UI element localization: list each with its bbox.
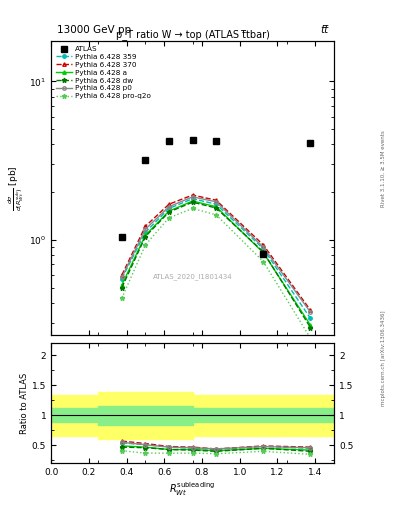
Pythia 6.428 pro-q2o <box>308 335 313 341</box>
Pythia 6.428 p0 <box>308 309 313 315</box>
Pythia 6.428 dw <box>308 325 313 331</box>
Pythia 6.428 359 <box>167 205 171 211</box>
Text: Rivet 3.1.10, ≥ 3.5M events: Rivet 3.1.10, ≥ 3.5M events <box>381 131 386 207</box>
ATLAS <box>167 138 171 144</box>
Pythia 6.428 370 <box>261 242 266 248</box>
Pythia 6.428 p0 <box>119 274 124 281</box>
Pythia 6.428 pro-q2o <box>167 215 171 221</box>
Y-axis label: Ratio to ATLAS: Ratio to ATLAS <box>20 373 29 434</box>
Pythia 6.428 dw <box>190 199 195 205</box>
Pythia 6.428 370 <box>119 272 124 278</box>
Pythia 6.428 359 <box>190 196 195 202</box>
Pythia 6.428 370 <box>143 223 148 229</box>
Pythia 6.428 p0 <box>167 204 171 210</box>
Pythia 6.428 pro-q2o <box>143 242 148 248</box>
Line: Pythia 6.428 p0: Pythia 6.428 p0 <box>120 195 312 314</box>
ATLAS <box>143 157 148 163</box>
Pythia 6.428 dw <box>167 209 171 215</box>
Pythia 6.428 p0 <box>190 194 195 200</box>
Pythia 6.428 359 <box>143 229 148 235</box>
Pythia 6.428 pro-q2o <box>261 259 266 265</box>
ATLAS <box>308 140 313 146</box>
Pythia 6.428 359 <box>308 315 313 322</box>
ATLAS <box>190 137 195 143</box>
Text: ATLAS_2020_I1801434: ATLAS_2020_I1801434 <box>153 273 232 280</box>
Pythia 6.428 a <box>308 322 313 328</box>
X-axis label: $R_{Wt}^{\mathrm{subleading}}$: $R_{Wt}^{\mathrm{subleading}}$ <box>169 480 216 498</box>
Line: Pythia 6.428 a: Pythia 6.428 a <box>120 199 312 327</box>
Legend: ATLAS, Pythia 6.428 359, Pythia 6.428 370, Pythia 6.428 a, Pythia 6.428 dw, Pyth: ATLAS, Pythia 6.428 359, Pythia 6.428 37… <box>53 43 154 102</box>
Pythia 6.428 a <box>167 208 171 214</box>
Line: ATLAS: ATLAS <box>119 137 313 257</box>
Pythia 6.428 370 <box>308 307 313 313</box>
ATLAS <box>261 250 266 257</box>
Pythia 6.428 a <box>214 204 219 210</box>
Pythia 6.428 dw <box>214 205 219 211</box>
Line: Pythia 6.428 dw: Pythia 6.428 dw <box>119 200 313 330</box>
Line: Pythia 6.428 pro-q2o: Pythia 6.428 pro-q2o <box>119 206 313 340</box>
Pythia 6.428 370 <box>214 197 219 203</box>
Pythia 6.428 a <box>143 232 148 239</box>
ATLAS <box>214 138 219 144</box>
Pythia 6.428 359 <box>119 275 124 282</box>
Pythia 6.428 359 <box>261 246 266 252</box>
Pythia 6.428 dw <box>261 249 266 255</box>
Y-axis label: $\frac{d\sigma}{d(R_{Wt}^{\mathrm{sub}})}$ [pb]: $\frac{d\sigma}{d(R_{Wt}^{\mathrm{sub}})… <box>7 165 26 211</box>
Pythia 6.428 p0 <box>214 199 219 205</box>
Pythia 6.428 a <box>190 198 195 204</box>
Pythia 6.428 pro-q2o <box>119 295 124 301</box>
Pythia 6.428 p0 <box>143 226 148 232</box>
Pythia 6.428 370 <box>167 201 171 207</box>
Pythia 6.428 370 <box>190 192 195 198</box>
Pythia 6.428 a <box>261 250 266 256</box>
Pythia 6.428 dw <box>119 285 124 291</box>
Line: Pythia 6.428 359: Pythia 6.428 359 <box>120 197 312 320</box>
Text: tt̅: tt̅ <box>320 25 329 35</box>
Line: Pythia 6.428 370: Pythia 6.428 370 <box>120 194 312 312</box>
Text: 13000 GeV pp: 13000 GeV pp <box>57 25 131 35</box>
Text: mcplots.cern.ch [arXiv:1306.3436]: mcplots.cern.ch [arXiv:1306.3436] <box>381 311 386 406</box>
Pythia 6.428 a <box>119 282 124 288</box>
Pythia 6.428 pro-q2o <box>214 212 219 218</box>
Pythia 6.428 pro-q2o <box>190 205 195 211</box>
Title: p_T ratio W → top (ATLAS t̅tbar): p_T ratio W → top (ATLAS t̅tbar) <box>116 29 270 40</box>
Pythia 6.428 359 <box>214 201 219 207</box>
Pythia 6.428 p0 <box>261 244 266 250</box>
ATLAS <box>119 233 124 240</box>
Pythia 6.428 dw <box>143 233 148 240</box>
